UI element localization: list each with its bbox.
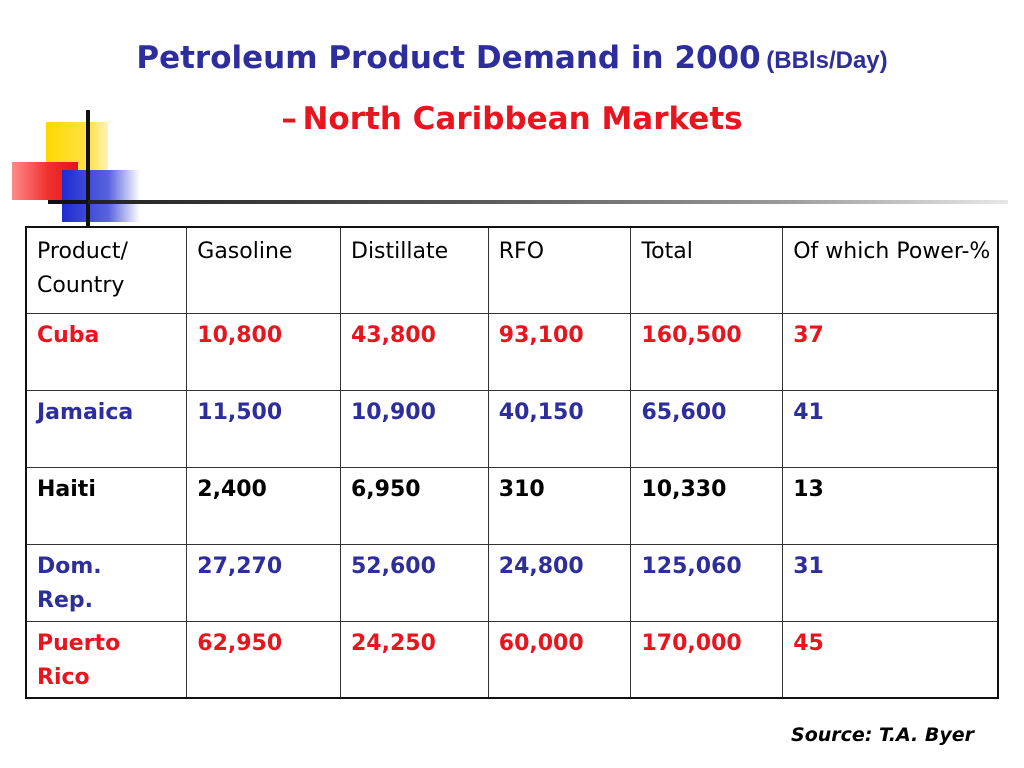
country-cell: Cuba — [25, 312, 188, 391]
value-cell: 52,600 — [340, 543, 489, 622]
value-cell: 10,330 — [630, 466, 784, 545]
value-cell: 41 — [782, 389, 999, 468]
value-cell: 65,600 — [630, 389, 784, 468]
horizontal-line-shape — [48, 200, 88, 204]
value-cell: 125,060 — [630, 543, 784, 622]
value-cell: 93,100 — [487, 312, 632, 391]
header-cell: Of which Power-% — [782, 226, 999, 314]
value-cell: 10,800 — [186, 312, 341, 391]
country-cell: Dom. Rep. — [25, 543, 188, 622]
table-row: Cuba 10,800 43,800 93,100 160,500 37 — [25, 312, 999, 391]
table-row: Puerto Rico 62,950 24,250 60,000 170,000… — [25, 620, 999, 699]
value-cell: 6,950 — [340, 466, 489, 545]
value-cell: 13 — [782, 466, 999, 545]
slide-title: Petroleum Product Demand in 2000 (BBls/D… — [0, 30, 1024, 152]
demand-table: Product/ Country Gasoline Distillate RFO… — [25, 226, 999, 699]
header-cell: Product/ Country — [25, 226, 188, 314]
title-divider — [88, 200, 1008, 204]
value-cell: 310 — [487, 466, 632, 545]
value-cell: 43,800 — [340, 312, 489, 391]
table-header-row: Product/ Country Gasoline Distillate RFO… — [25, 226, 999, 314]
value-cell: 62,950 — [186, 620, 341, 699]
header-cell: Gasoline — [186, 226, 341, 314]
country-cell: Jamaica — [25, 389, 188, 468]
value-cell: 170,000 — [630, 620, 784, 699]
title-subtitle: North Caribbean Markets — [302, 101, 743, 137]
title-unit: (BBls/Day) — [766, 47, 888, 74]
header-cell: RFO — [487, 226, 632, 314]
vertical-line-shape — [86, 110, 90, 228]
decorative-squares-logo — [0, 100, 140, 230]
country-cell: Puerto Rico — [25, 620, 188, 699]
source-note: Source: T.A. Byer — [791, 724, 974, 746]
header-cell: Total — [630, 226, 784, 314]
title-dash: – — [281, 101, 297, 137]
value-cell: 2,400 — [186, 466, 341, 545]
table-row: Jamaica 11,500 10,900 40,150 65,600 41 — [25, 389, 999, 468]
value-cell: 24,250 — [340, 620, 489, 699]
value-cell: 160,500 — [630, 312, 784, 391]
country-cell: Haiti — [25, 466, 188, 545]
value-cell: 37 — [782, 312, 999, 391]
header-cell: Distillate — [340, 226, 489, 314]
table-row: Haiti 2,400 6,950 310 10,330 13 — [25, 466, 999, 545]
value-cell: 60,000 — [487, 620, 632, 699]
value-cell: 40,150 — [487, 389, 632, 468]
blue-square-shape — [62, 170, 140, 222]
value-cell: 27,270 — [186, 543, 341, 622]
title-main: Petroleum Product Demand in 2000 — [136, 40, 761, 76]
value-cell: 24,800 — [487, 543, 632, 622]
value-cell: 10,900 — [340, 389, 489, 468]
table-row: Dom. Rep. 27,270 52,600 24,800 125,060 3… — [25, 543, 999, 622]
value-cell: 31 — [782, 543, 999, 622]
value-cell: 11,500 — [186, 389, 341, 468]
value-cell: 45 — [782, 620, 999, 699]
